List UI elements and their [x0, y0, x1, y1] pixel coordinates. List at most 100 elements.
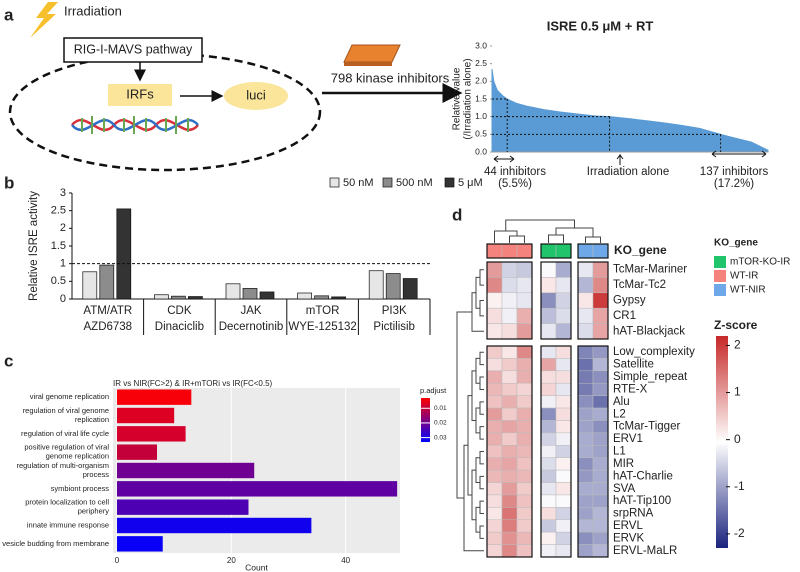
legend-label: 500 nM: [396, 177, 433, 189]
heatmap-cell: [516, 432, 533, 446]
heatmap-cell: [555, 420, 572, 434]
heatmap-cell: [555, 358, 572, 372]
heatmap-cell: [577, 345, 594, 359]
group-outline: [486, 243, 533, 259]
colorbar-label: 2: [734, 338, 741, 352]
heatmap-cell: [486, 494, 503, 508]
row-label: L2: [613, 408, 626, 420]
heatmap-cell: [592, 382, 609, 396]
heatmap-cell: [577, 370, 594, 384]
heatmap-cell: [486, 457, 503, 471]
heatmap-cell: [555, 370, 572, 384]
y-tick-label: periphery: [78, 507, 110, 516]
y-tick-label: 3.0: [475, 40, 487, 50]
heatmap-cell: [501, 469, 518, 483]
heatmap-cell: [540, 345, 557, 359]
y-tick-label: viral genome replication: [30, 392, 109, 401]
heatmap-cell: [486, 277, 503, 294]
heatmap-cell: [486, 432, 503, 446]
screen-label: 798 kinase inhibitors: [331, 70, 450, 85]
heatmap-cell: [516, 482, 533, 496]
row-label: TcMar-Tigger: [613, 421, 680, 433]
heatmap-cell: [555, 407, 572, 421]
heatmap-cell: [540, 382, 557, 396]
heatmap-cell: [516, 358, 533, 372]
heatmap-cell: [577, 307, 594, 324]
heatmap-cell: [516, 382, 533, 396]
legend-swatch: [714, 270, 726, 282]
heatmap-cell: [592, 482, 609, 496]
heatmap-cell: [592, 345, 609, 359]
y-tick-label: regulation of multi-organism: [16, 461, 109, 470]
bar: [385, 273, 401, 300]
panel-label: b: [4, 173, 14, 192]
row-label: Gypsy: [613, 295, 646, 307]
heatmap-cell: [555, 382, 572, 396]
bar: [117, 426, 186, 442]
heatmap-cell: [555, 531, 572, 545]
heatmap-cell: [555, 469, 572, 483]
x-tick-label: 20: [227, 556, 236, 565]
group-outline: [486, 261, 533, 340]
row-label: Satellite: [613, 359, 654, 371]
x-tick-sublabel: Dinaciclib: [155, 321, 204, 333]
y-tick-label: 0.0: [475, 146, 487, 156]
annotation-arrow: [616, 153, 624, 165]
heatmap-cell: [555, 261, 572, 278]
heatmap-cell: [555, 494, 572, 508]
heatmap-cell: [577, 261, 594, 278]
colorbar: [716, 336, 728, 548]
annotation-cell: [486, 243, 503, 259]
heatmap-cell: [592, 469, 609, 483]
heatmap-cell: [516, 531, 533, 545]
bar: [171, 295, 186, 300]
heatmap-cell: [540, 277, 557, 294]
legend-swatch: [382, 177, 393, 188]
heatmap-cell: [486, 358, 503, 372]
y-tick-label: protein localization to cell: [25, 498, 109, 507]
heatmap-cell: [555, 445, 572, 458]
heatmap-cell: [592, 445, 609, 458]
heatmap-cell: [540, 407, 557, 421]
annotation: (5.5%): [498, 178, 532, 190]
colorbar-title: Z-score: [714, 318, 758, 332]
heatmap-cell: [516, 323, 533, 340]
heatmap-cell: [577, 292, 594, 309]
bar: [117, 536, 163, 552]
heatmap-cell: [592, 531, 609, 545]
heatmap-cell: [592, 432, 609, 446]
heatmap-cell: [516, 307, 533, 324]
heatmap-cell: [540, 358, 557, 372]
heatmap-cell: [486, 345, 503, 359]
heatmap-cell: [540, 395, 557, 409]
x-tick-label: JAK: [240, 305, 261, 317]
bar: [331, 296, 346, 300]
row-label: SVA: [613, 483, 635, 495]
y-tick-label: 3: [60, 187, 66, 199]
y-tick-label: vesicle budding from membrane: [2, 539, 109, 548]
row-label: srpRNA: [613, 508, 654, 520]
factor-box: [108, 84, 172, 106]
heatmap-cell: [540, 544, 557, 558]
colorbar-label: -1: [734, 479, 745, 493]
y-tick-label: innate immune response: [27, 520, 109, 529]
row-dendrogram: [456, 269, 484, 552]
heatmap-cell: [555, 507, 572, 521]
bar: [117, 499, 249, 515]
y-tick-label: 0.5: [51, 275, 66, 287]
row-label: hAT-Tip100: [613, 495, 671, 507]
heatmap-cell: [516, 277, 533, 294]
y-axis-label: Relative value: [452, 67, 463, 130]
heatmap-cell: [577, 432, 594, 446]
colorbar-title: p.adjust: [420, 386, 447, 395]
y-tick-label: 1.0: [475, 111, 487, 121]
heatmap-cell: [555, 519, 572, 533]
row-label: RTE-X: [613, 383, 648, 395]
heatmap-cell: [486, 307, 503, 324]
row-label: TcMar-Mariner: [613, 264, 687, 276]
reporter-shape: [224, 82, 288, 110]
heatmap-cell: [592, 457, 609, 471]
heatmap-cell: [555, 345, 572, 359]
heatmap-cell: [516, 420, 533, 434]
heatmap-cell: [501, 382, 518, 396]
